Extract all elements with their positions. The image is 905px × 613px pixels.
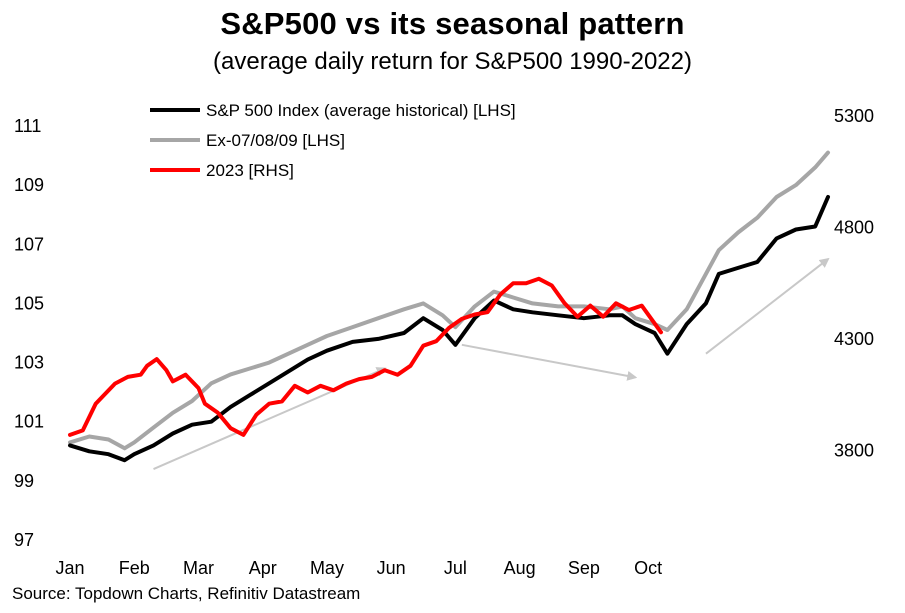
left-tick-label: 105	[14, 293, 44, 313]
series-line-1	[68, 195, 830, 463]
series-line-3	[68, 276, 663, 437]
left-tick-label: 103	[14, 353, 44, 373]
right-tick-label: 3800	[834, 441, 874, 461]
x-tick-label: Jun	[377, 558, 406, 578]
left-tick-label: 97	[14, 530, 34, 550]
x-tick-label: Sep	[568, 558, 600, 578]
plot-series	[68, 150, 830, 463]
legend: S&P 500 Index (average historical) [LHS]…	[150, 101, 516, 180]
left-tick-label: 99	[14, 471, 34, 491]
chart-subtitle: (average daily return for S&P500 1990-20…	[213, 48, 692, 75]
left-tick-label: 107	[14, 234, 44, 254]
right-tick-label: 5300	[834, 106, 874, 126]
legend-label: S&P 500 Index (average historical) [LHS]	[206, 101, 516, 120]
annotation-arrows	[153, 257, 830, 470]
x-tick-label: Oct	[634, 558, 662, 578]
right-tick-label: 4800	[834, 218, 874, 238]
x-tick-label: Jul	[444, 558, 467, 578]
x-tick-label: Feb	[119, 558, 150, 578]
x-tick-label: Apr	[249, 558, 277, 578]
left-tick-label: 101	[14, 412, 44, 432]
x-tick-label: May	[310, 558, 344, 578]
trend-arrow-2	[461, 343, 638, 381]
left-tick-label: 109	[14, 175, 44, 195]
x-tick-label: Mar	[183, 558, 214, 578]
trend-arrow-3	[705, 257, 830, 355]
x-tick-label: Aug	[504, 558, 536, 578]
axes: 111 109 107 105 103 101 99 97 5300 4800 4300 3800 Ja…	[14, 106, 874, 578]
left-tick-label: 111	[14, 116, 41, 136]
right-tick-label: 4300	[834, 329, 874, 349]
series-line-2	[68, 150, 830, 451]
legend-label: 2023 [RHS]	[206, 161, 294, 180]
source-note: Source: Topdown Charts, Refinitiv Datast…	[12, 584, 361, 603]
chart-title: S&P500 vs its seasonal pattern	[220, 6, 685, 41]
legend-label: Ex-07/08/09 [LHS]	[206, 131, 345, 150]
x-tick-label: Jan	[55, 558, 84, 578]
